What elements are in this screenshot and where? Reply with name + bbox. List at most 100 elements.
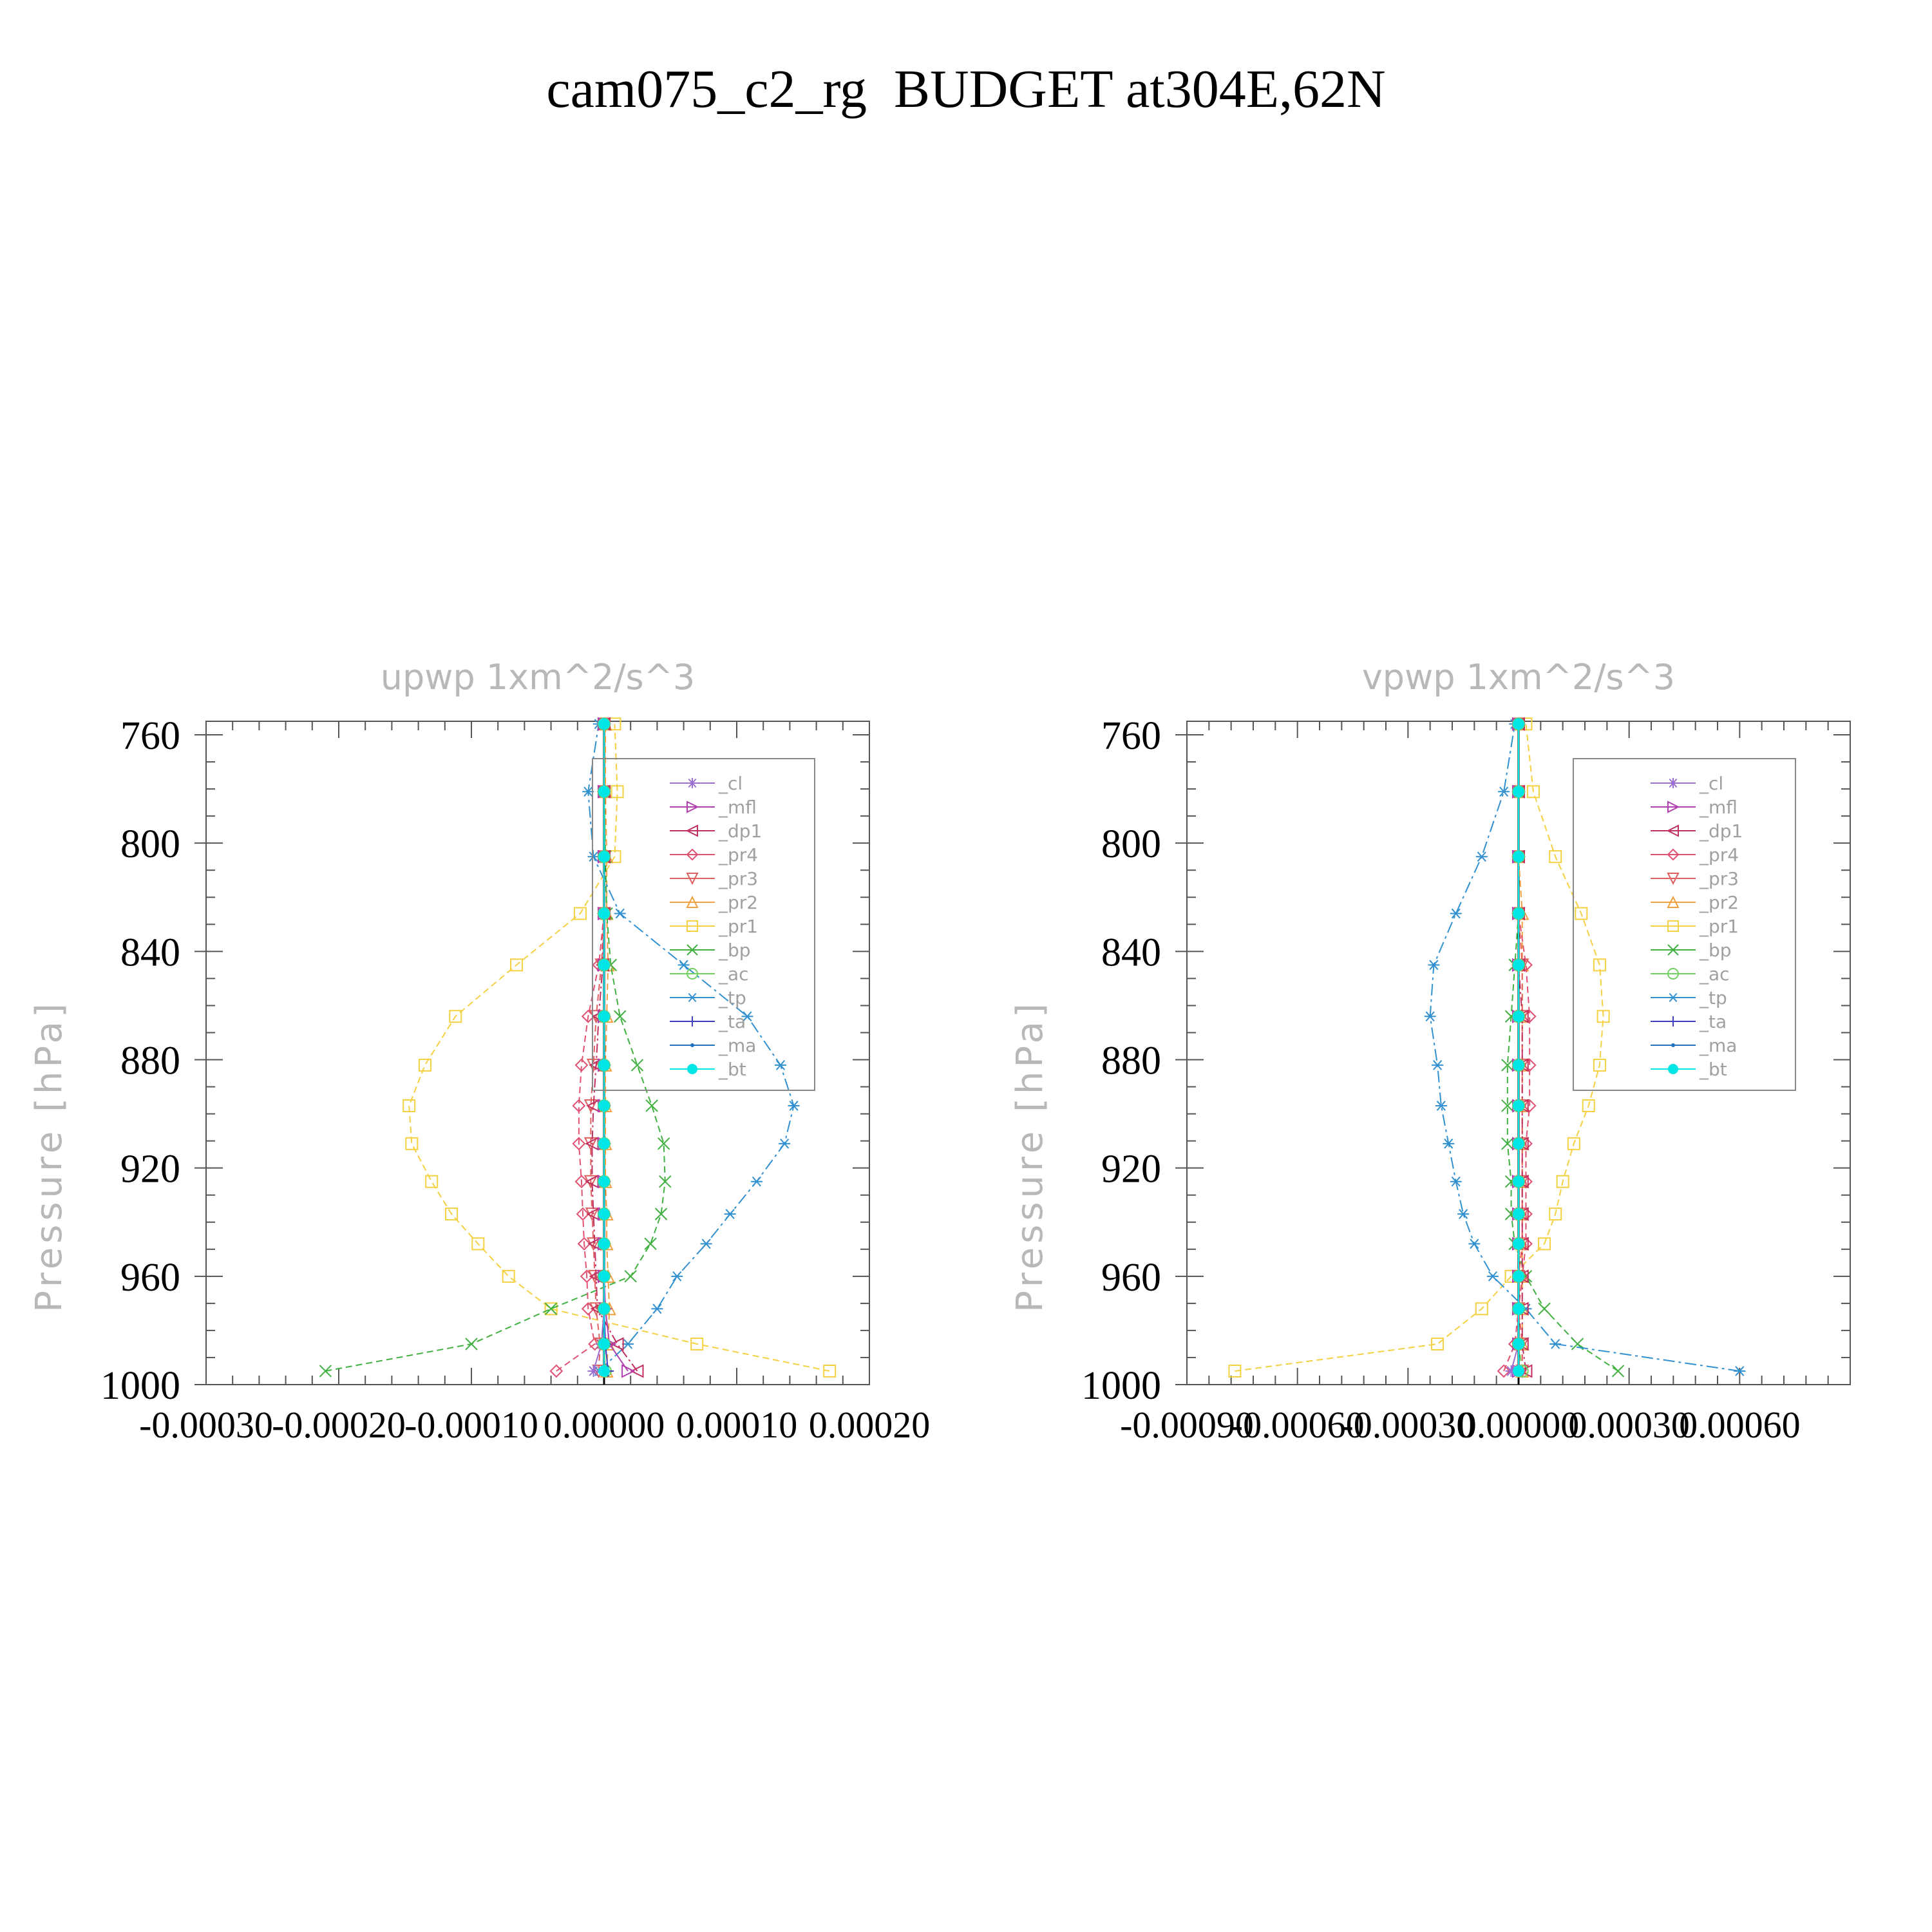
- series-bt: [598, 718, 610, 1377]
- legend-marker-dp1: [1666, 824, 1679, 837]
- data-point-bp: [657, 1137, 670, 1150]
- legend-label-pr2: _pr2: [1699, 892, 1739, 913]
- data-point-pr1: [611, 785, 624, 799]
- legend-label-ac: _ac: [1699, 963, 1730, 985]
- data-point-bt: [1513, 851, 1524, 863]
- legend-marker-pr3: [1667, 873, 1680, 886]
- data-point-tp: [1457, 1209, 1470, 1219]
- data-point-bt: [598, 1175, 610, 1188]
- legend-label-ta: _ta: [1699, 1011, 1727, 1032]
- legend-label-pr1: _pr1: [718, 916, 758, 937]
- legend-label-dp1: _dp1: [718, 820, 762, 842]
- data-point-bt: [598, 1099, 610, 1112]
- y-tick-label: 1000: [100, 1364, 180, 1408]
- data-point-tp: [622, 1339, 634, 1349]
- data-point-bt: [1513, 1175, 1524, 1188]
- data-point-pr3: [583, 1137, 598, 1151]
- legend-label-bp: _bp: [718, 940, 751, 961]
- legend-box: [592, 758, 815, 1091]
- legend-marker-ma: [690, 1043, 694, 1047]
- data-point-pr1: [502, 1269, 515, 1283]
- legend-label-ac: _ac: [718, 963, 749, 985]
- legend-label-tp: _tp: [718, 987, 746, 1009]
- y-tick-label: 960: [120, 1256, 180, 1300]
- data-point-tp: [1549, 1339, 1562, 1349]
- data-point-bt: [1513, 1099, 1524, 1112]
- series-line-pr1: [408, 724, 830, 1372]
- data-point-dp1: [610, 1337, 624, 1351]
- data-point-tp: [614, 908, 626, 919]
- data-point-tp: [1475, 851, 1488, 862]
- data-point-pr1: [1549, 1208, 1562, 1221]
- legend-marker-bt: [687, 1064, 697, 1074]
- data-point-pr1: [1228, 1364, 1242, 1378]
- data-point-tp: [1486, 1271, 1499, 1282]
- y-tick-label: 920: [120, 1148, 180, 1191]
- data-point-bt: [598, 1238, 610, 1250]
- data-point-pr1: [1549, 850, 1562, 864]
- legend-marker-mfl: [687, 800, 699, 813]
- y-tick-label: 760: [1101, 714, 1161, 758]
- legend: _cl _mfl_dp1_pr4_pr3 _pr2 _pr1 _bp_ac_tp_ta _…: [1573, 758, 1796, 1091]
- data-point-bp: [624, 1270, 637, 1283]
- y-axis-label: Pressure [hPa]: [1009, 999, 1051, 1312]
- y-tick-label: 760: [120, 714, 180, 758]
- data-point-bt: [1513, 1059, 1524, 1071]
- data-point-bp: [544, 1302, 558, 1315]
- data-point-bt: [598, 1059, 610, 1071]
- data-point-pr1: [425, 1175, 439, 1188]
- legend-label-dp1: _dp1: [1699, 820, 1743, 842]
- data-point-bt: [598, 1303, 610, 1315]
- legend-label-pr2: _pr2: [718, 892, 758, 913]
- data-point-pr1: [1582, 1099, 1595, 1112]
- data-point-bt: [1513, 1303, 1524, 1315]
- y-tick-label: 1000: [1081, 1364, 1161, 1408]
- data-point-tp: [671, 1271, 683, 1282]
- legend-marker-ma: [1671, 1043, 1675, 1047]
- legend-marker-pr1: [1667, 920, 1679, 932]
- plot-panel-1: upwp 1xm^2/s^37608008408809209601000-0.0…: [28, 657, 930, 1446]
- data-point-pr4: [576, 1207, 590, 1221]
- data-point-dp1: [1519, 1364, 1533, 1378]
- legend-marker-pr1: [687, 920, 698, 932]
- data-point-bt: [598, 1365, 610, 1377]
- data-point-tp: [1424, 1011, 1436, 1022]
- plot-panel-2: vpwp 1xm^2/s^37608008408809209601000-0.0…: [1009, 657, 1851, 1446]
- legend-marker-cl: [1668, 778, 1678, 788]
- legend-marker-bt: [1668, 1064, 1678, 1074]
- series-line-tp: [587, 724, 795, 1372]
- x-tick-label: 0.00010: [676, 1404, 798, 1446]
- data-point-pr4: [549, 1364, 564, 1378]
- page-title: cam075_c2_rg BUDGET at304E,62N: [546, 59, 1386, 119]
- data-point-pr1: [418, 1058, 431, 1072]
- y-tick-label: 800: [120, 822, 180, 866]
- legend-label-bp: _bp: [1699, 940, 1732, 961]
- data-point-bp: [645, 1099, 658, 1112]
- data-point-pr1: [690, 1337, 704, 1350]
- series-line-dp1: [591, 724, 638, 1372]
- legend-marker-pr2: [1667, 895, 1680, 908]
- data-point-tp: [1734, 1366, 1746, 1376]
- data-point-bt: [1513, 1365, 1524, 1377]
- data-point-pr1: [823, 1364, 837, 1378]
- data-point-pr3: [583, 1175, 598, 1189]
- x-tick-label: 0.00020: [809, 1404, 931, 1446]
- legend-label-ma: _ma: [718, 1035, 756, 1056]
- data-point-bp: [1501, 1099, 1514, 1112]
- data-point-bt: [598, 1010, 610, 1023]
- x-tick-label: -0.00030: [1341, 1404, 1475, 1446]
- data-point-tp: [779, 1138, 791, 1149]
- data-point-tp: [724, 1209, 736, 1219]
- data-point-pr4: [1497, 1364, 1511, 1378]
- legend-label-bt: _bt: [1699, 1059, 1727, 1080]
- x-tick-label: 0.00000: [1458, 1404, 1580, 1446]
- data-point-cl: [587, 1365, 600, 1377]
- data-point-tp: [700, 1238, 712, 1249]
- legend-label-pr4: _pr4: [718, 844, 758, 866]
- data-point-tp: [1450, 1176, 1462, 1187]
- data-point-pr1: [405, 1137, 419, 1150]
- data-point-bp: [630, 1059, 644, 1072]
- data-point-pr1: [1538, 1237, 1551, 1251]
- series-tp: [1424, 719, 1746, 1376]
